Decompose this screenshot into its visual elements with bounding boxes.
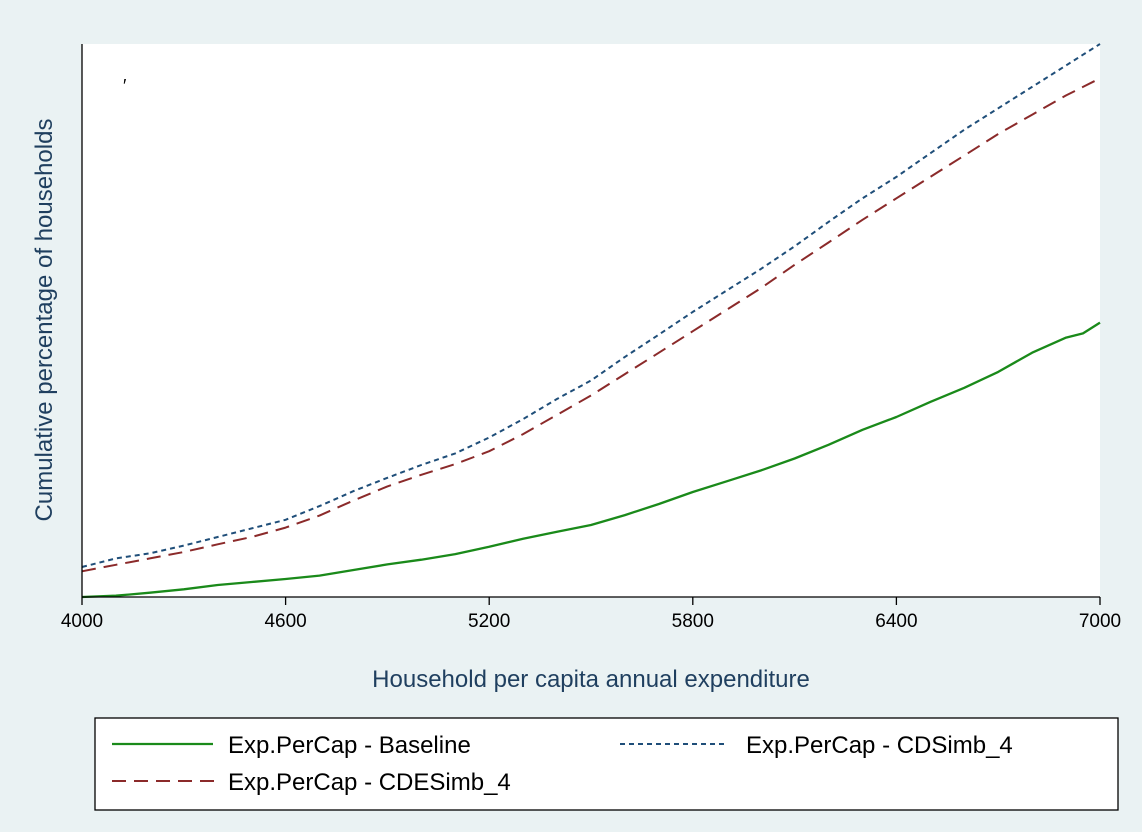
- x-tick-layer: 4000 4600 5200 5800 6400 7000: [61, 597, 1121, 632]
- series-line-cdesimb: [81, 77, 1101, 573]
- x-tick-label: 6400: [875, 611, 917, 632]
- legend: Exp.PerCap - Baseline Exp.PerCap - CDSim…: [94, 717, 1119, 811]
- legend-label-baseline: Exp.PerCap - Baseline: [228, 732, 471, 759]
- x-tick-label: 4600: [264, 611, 306, 632]
- series-line-baseline: [81, 321, 1101, 599]
- plot-area: [82, 44, 1100, 597]
- x-tick-label: 7000: [1079, 611, 1121, 632]
- annotation-mark: ′: [123, 76, 127, 96]
- series-layer: [81, 43, 1101, 599]
- x-axis-label: Household per capita annual expenditure: [372, 666, 810, 693]
- legend-label-cdsimb: Exp.PerCap - CDSimb_4: [746, 732, 1013, 759]
- y-axis-label: Cumulative percentage of households: [31, 119, 58, 522]
- x-tick-label: 4000: [61, 611, 103, 632]
- x-tick-label: 5200: [468, 611, 510, 632]
- x-tick-label: 5800: [672, 611, 714, 632]
- legend-label-cdesimb: Exp.PerCap - CDESimb_4: [228, 769, 511, 796]
- legend-box: [94, 717, 1119, 811]
